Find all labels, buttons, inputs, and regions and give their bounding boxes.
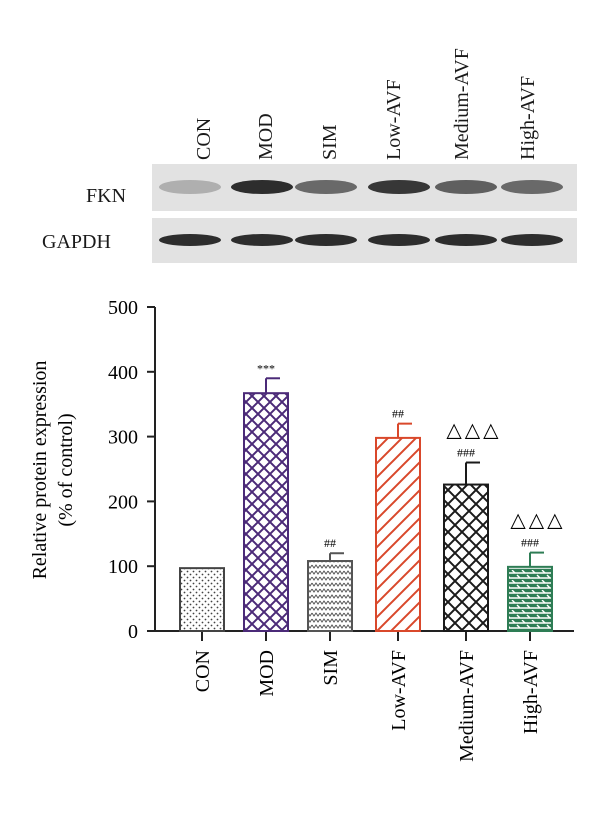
blot-band [368,180,430,194]
y-tick-label: 200 [108,491,138,513]
x-tick-label: SIM [320,650,342,686]
significance-mark: ## [392,407,404,421]
blot-band [501,180,563,194]
significance-mark: ## [324,536,336,550]
y-tick-label: 500 [108,297,138,319]
bar-high-avf [507,565,553,633]
bar-sim [307,560,353,632]
x-tick-label: High-AVF [520,650,542,734]
blot-band [231,180,293,194]
x-tick-label: Low-AVF [388,650,410,731]
blot-band [368,234,430,246]
bar-mod [243,392,289,632]
blot-band [231,234,293,246]
bar-medium-avf [443,483,489,632]
blot-band [435,234,497,246]
y-axis-label-line2: (% of control) [55,413,77,526]
blot-row-label-gapdh: GAPDH [42,231,111,253]
blot-band [501,234,563,246]
blot-image [152,164,577,263]
bar-con [179,567,225,632]
significance-triangles: △△△ [510,510,565,532]
significance-mark: ### [521,536,539,550]
bar-low-avf [375,436,421,632]
x-tick-label: Medium-AVF [456,650,478,762]
x-tick-label: CON [192,650,214,692]
significance-mark: ### [457,446,475,460]
blot-row-label-fkn: FKN [86,185,127,207]
y-tick-label: 400 [108,362,138,384]
blot-band [159,234,221,246]
y-tick-label: 0 [128,621,138,643]
y-tick-label: 100 [108,556,138,578]
blot-band [295,234,357,246]
y-tick-label: 300 [108,427,138,449]
blot-band [159,180,221,194]
significance-mark: *** [257,361,275,375]
y-axis: 0 100 200 300 400 500 [108,297,156,643]
blot-band [435,180,497,194]
blot-band [295,180,357,194]
significance-triangles: △△△ [446,420,501,442]
y-axis-label-line1: Relative protein expression [29,361,51,580]
x-tick-label: MOD [256,650,278,697]
